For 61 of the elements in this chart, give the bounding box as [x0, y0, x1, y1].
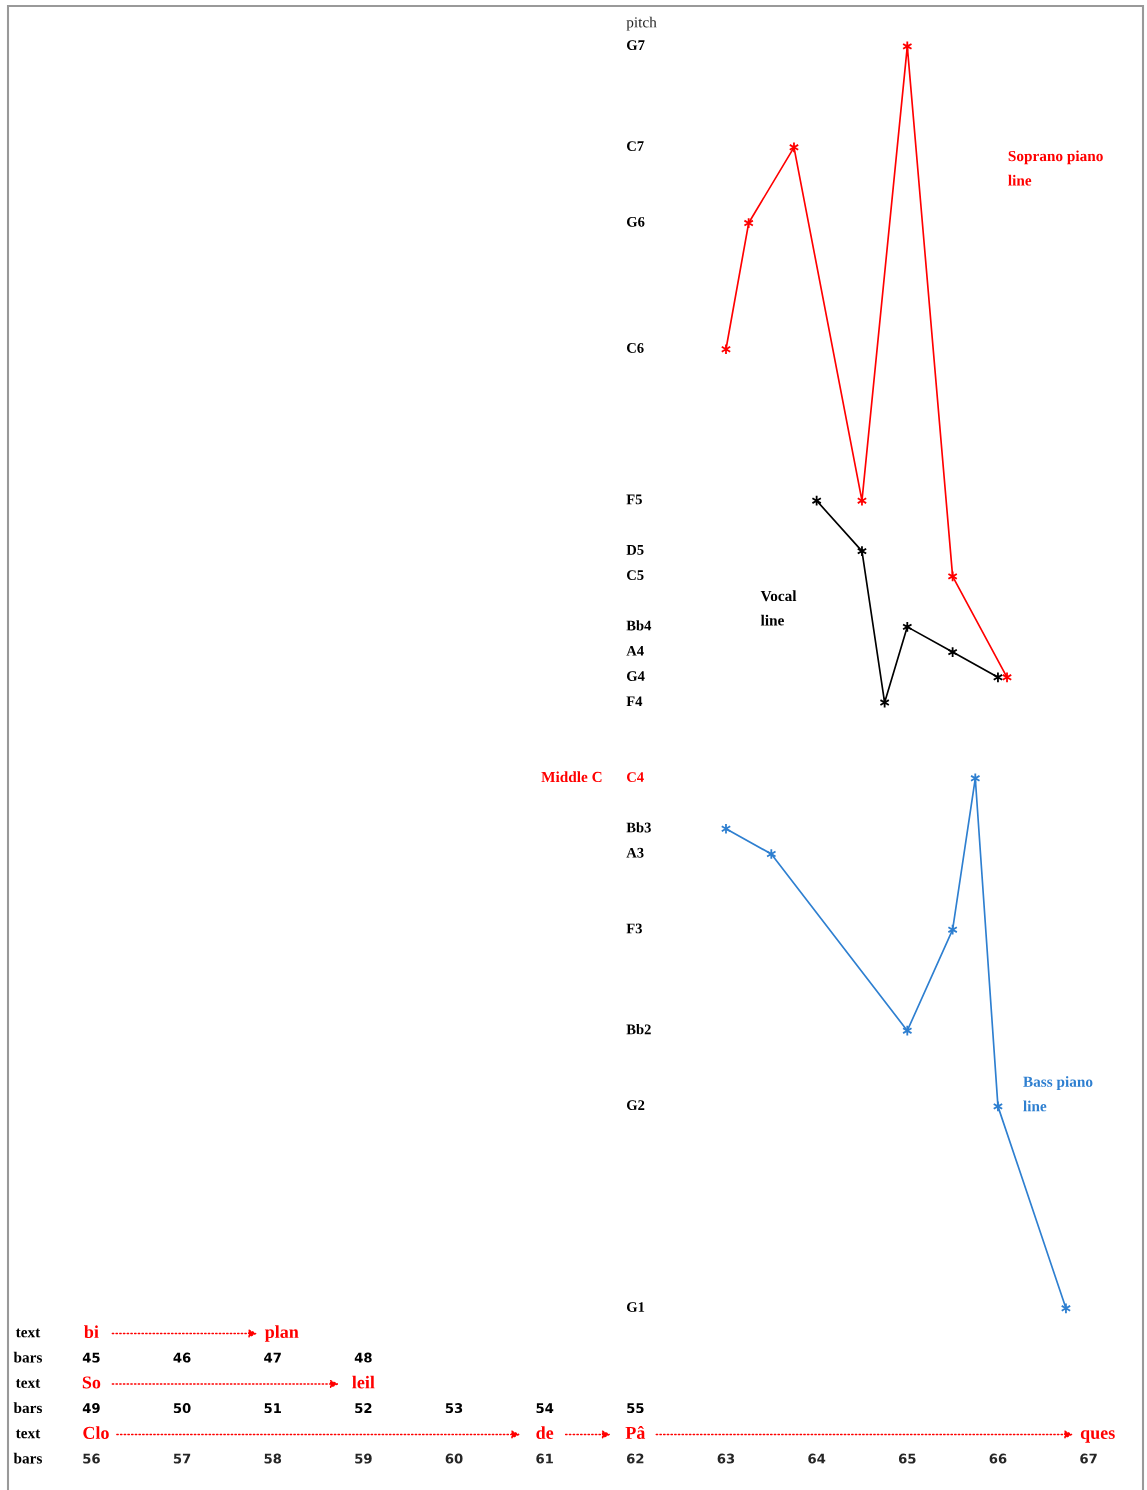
text: text	[15, 1429, 41, 1439]
text: bars	[13, 1452, 42, 1464]
x-tick-label: 59	[355, 1453, 372, 1464]
annotation: D5	[626, 545, 644, 555]
text: bars	[13, 1351, 42, 1363]
x-tick-label: 66	[989, 1453, 1007, 1464]
text: 50	[173, 1403, 191, 1414]
annotation: C5	[626, 570, 644, 581]
y-axis-title: pitch	[626, 16, 657, 31]
text: Clo	[83, 1426, 109, 1439]
text: 55	[627, 1403, 644, 1414]
annotation: A3	[626, 847, 644, 858]
annotation: G1	[626, 1302, 645, 1312]
annotation: C7	[626, 141, 644, 151]
text: 53	[445, 1403, 463, 1414]
annotation: F4	[626, 696, 643, 707]
point	[947, 646, 958, 658]
x-tick-label: 67	[1080, 1453, 1097, 1464]
text: 54	[536, 1403, 554, 1414]
x-tick-label: 62	[626, 1453, 644, 1464]
x-tick-label: 64	[808, 1453, 826, 1464]
annotation: C4	[626, 772, 644, 782]
annotation: F5	[626, 494, 642, 505]
annotation: G4	[626, 671, 645, 681]
text: 47	[264, 1352, 281, 1363]
text: 45	[82, 1352, 100, 1363]
annotation: Bb2	[626, 1024, 651, 1035]
x-tick-label: 65	[898, 1453, 916, 1464]
text: 49	[82, 1403, 100, 1414]
x-tick-label: 57	[173, 1453, 191, 1464]
text: ques	[1080, 1430, 1115, 1443]
series-label: Bass piano line	[1023, 1076, 1093, 1112]
annotation: C6	[626, 343, 644, 353]
text: plan	[264, 1325, 299, 1342]
x-tick-label: 60	[445, 1453, 463, 1464]
annotation: Bb3	[626, 822, 651, 833]
text: bars	[13, 1402, 42, 1414]
text: text	[15, 1328, 41, 1338]
annotation: Middle C	[541, 771, 602, 783]
x-tick-label: 56	[83, 1453, 100, 1464]
x-tick-label: 61	[536, 1453, 553, 1464]
text: bi	[84, 1325, 99, 1339]
text: leil	[352, 1375, 375, 1389]
text: text	[15, 1379, 41, 1388]
text: Vocal line	[760, 590, 797, 626]
text: 51	[264, 1403, 281, 1414]
annotation: G6	[626, 216, 645, 227]
annotation: G7	[626, 40, 645, 51]
annotation: F3	[626, 923, 642, 934]
text: 48	[354, 1352, 372, 1363]
text: 52	[355, 1403, 372, 1414]
annotation: A4	[626, 645, 644, 656]
text: Pâ	[625, 1426, 646, 1439]
text: Soprano piano line	[1008, 150, 1103, 186]
text: So	[82, 1376, 101, 1389]
x-tick-label: 58	[264, 1453, 282, 1464]
annotation: G2	[626, 1100, 645, 1111]
annotation: Bb4	[626, 620, 652, 631]
x-tick-label: 63	[717, 1453, 735, 1464]
text: 46	[173, 1352, 191, 1363]
text: de	[536, 1426, 554, 1439]
